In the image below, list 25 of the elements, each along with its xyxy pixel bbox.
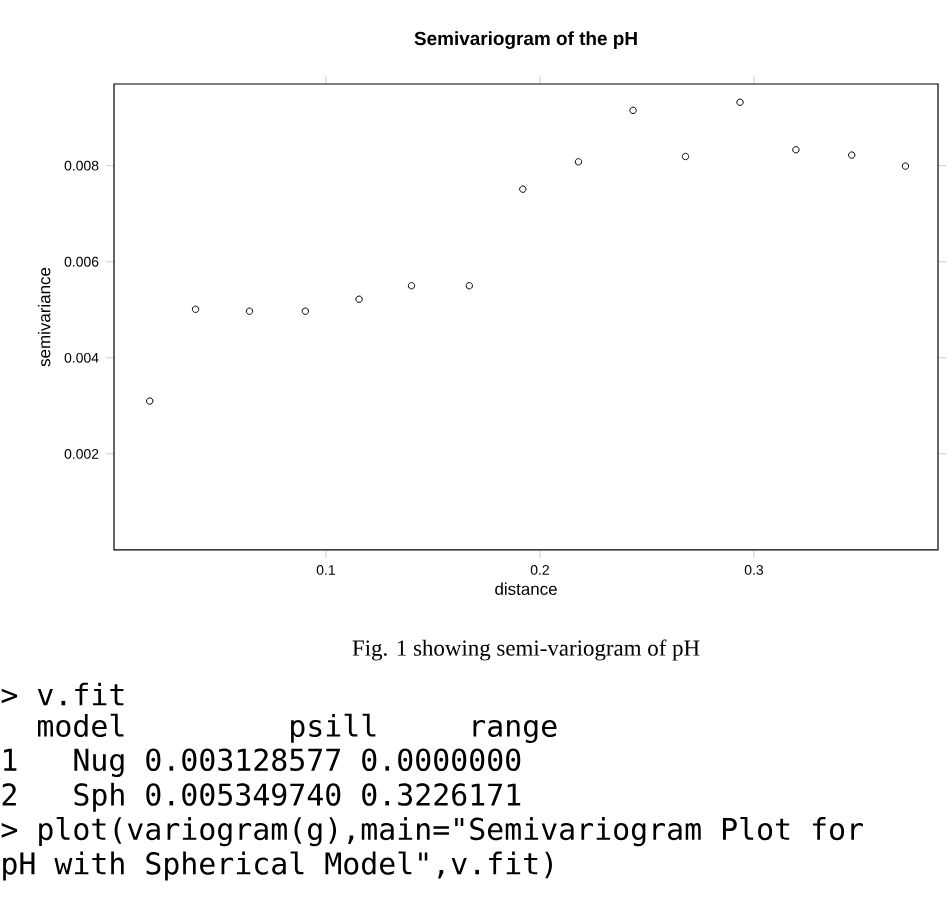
- y-axis-title: semivariance: [37, 267, 51, 367]
- point: [407, 282, 416, 290]
- text: model psill range: [38, 713, 557, 743]
- point: [574, 158, 583, 166]
- chart-title: Semivariogram of the pH: [414, 31, 637, 49]
- point: [736, 98, 744, 106]
- caption: Fig. 1 showing semi-variogram of pH: [352, 639, 700, 661]
- point: [681, 152, 690, 161]
- text: 2 Sph 0.005349740 0.3226171: [2, 782, 521, 812]
- point: [146, 397, 154, 405]
- point: [191, 305, 200, 313]
- point: [355, 295, 363, 303]
- text: 1 Nug 0.003128577 0.0000000: [4, 748, 521, 778]
- text: pH with Spherical Model",v.fit): [3, 851, 552, 881]
- x-axis-title: distance: [495, 582, 557, 595]
- point: [629, 106, 637, 115]
- point: [519, 185, 527, 193]
- point: [245, 307, 254, 315]
- point: [792, 146, 800, 154]
- point: [901, 162, 910, 170]
- text: > plot(variogram(g),main="Semivariogram Plot for: [1, 816, 863, 847]
- point: [465, 282, 473, 290]
- point: [301, 307, 310, 315]
- point: [848, 151, 856, 159]
- text: > v.fit: [1, 682, 124, 706]
